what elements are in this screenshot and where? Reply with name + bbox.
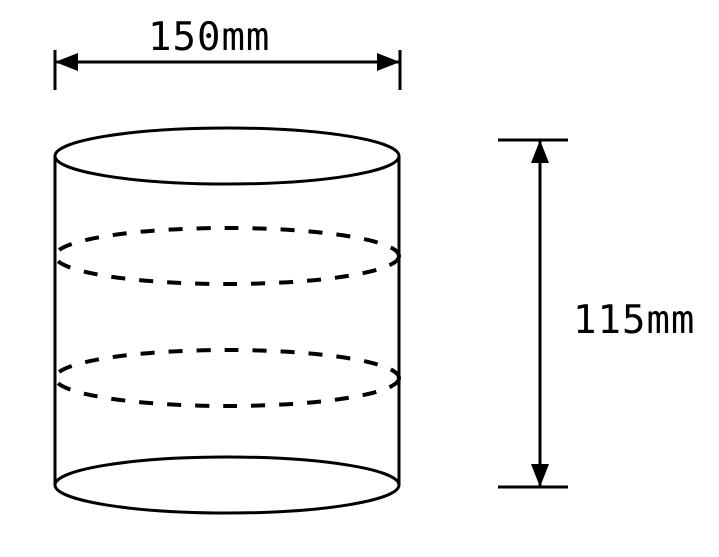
cylinder-body (55, 128, 399, 513)
height-label: 115mm (573, 298, 695, 343)
right-dimension (498, 140, 568, 487)
cylinder-diagram: 150mm 115mm (0, 0, 719, 557)
cylinder-svg (0, 0, 719, 557)
width-label: 150mm (148, 15, 270, 60)
